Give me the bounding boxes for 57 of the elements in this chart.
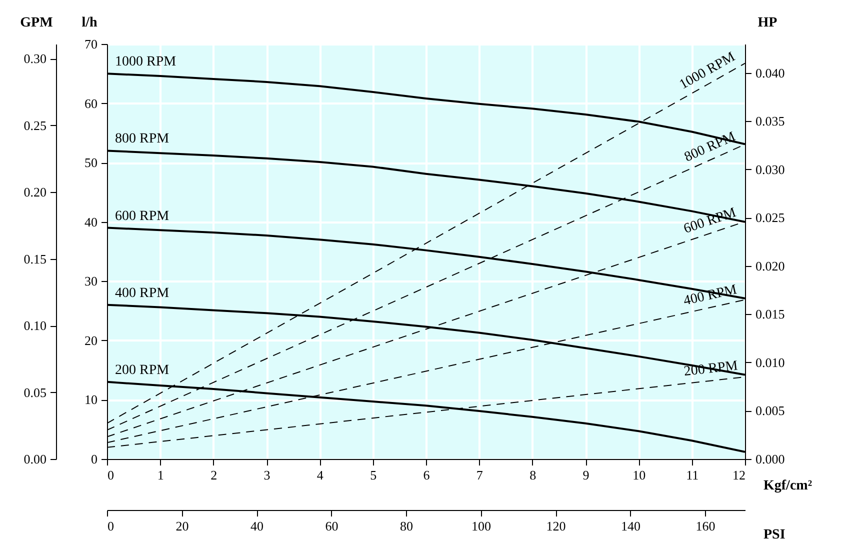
x2-tick-label: 80 xyxy=(400,518,414,534)
x-tick-label: 1 xyxy=(157,468,164,482)
series-label: 200 RPM xyxy=(115,362,170,378)
y-tick-label: 60 xyxy=(84,96,98,111)
x-tick-label: 11 xyxy=(686,468,699,482)
x2-tick-label: 20 xyxy=(176,518,189,534)
series-label: 1000 RPM xyxy=(115,54,177,70)
x-tick-label: 8 xyxy=(530,468,536,482)
y-tick-label: 10 xyxy=(84,392,98,408)
x-tick-label: 3 xyxy=(264,468,270,482)
text: 1000 RPM xyxy=(677,49,738,93)
x2-tick-label: 120 xyxy=(546,518,566,534)
y3-tick-label: 0.05 xyxy=(24,384,46,400)
y-tick-label: 0 xyxy=(91,452,98,466)
y3-tick-label: 0.00 xyxy=(24,452,46,466)
y3-tick-label: 0.20 xyxy=(24,184,46,200)
y-tick-label: 40 xyxy=(84,214,98,230)
series-label: 400 RPM xyxy=(115,286,170,301)
x-tick-label: 7 xyxy=(476,468,484,482)
y-tick-label: 50 xyxy=(84,155,98,170)
x2-tick-label: 160 xyxy=(696,518,716,534)
y3-axis-title: GPM xyxy=(20,16,53,30)
x-tick-label: 2 xyxy=(210,468,218,482)
y2-tick-label: 0.040 xyxy=(756,65,785,80)
x-tick-label: 10 xyxy=(632,468,646,482)
y-tick-label: 70 xyxy=(84,36,98,52)
x-tick-label: 4 xyxy=(316,468,324,482)
y2-axis-title: HP xyxy=(758,16,778,30)
y3-tick-label: 0.30 xyxy=(24,51,46,66)
y-axis-title: l/h xyxy=(82,16,98,30)
x2-tick-label: 140 xyxy=(621,518,641,534)
series-label: 600 RPM xyxy=(115,208,170,224)
x-tick-label: 6 xyxy=(423,468,430,482)
y2-tick-label: 0.020 xyxy=(756,258,785,274)
y2-tick-label: 0.025 xyxy=(756,210,785,226)
y3-tick-label: 0.10 xyxy=(24,318,46,334)
x2-axis-title: PSI xyxy=(764,528,786,541)
x-tick-label: 9 xyxy=(582,468,590,482)
y2-tick-label: 0.030 xyxy=(756,162,785,177)
x-tick-label: 0 xyxy=(108,468,114,482)
x2-tick-label: 0 xyxy=(108,518,114,534)
y2-tick-label: 0.015 xyxy=(756,306,785,322)
x-axis-title: Kgf/cm² xyxy=(764,478,812,494)
y3-tick-label: 0.15 xyxy=(24,251,46,266)
series-label: 800 RPM xyxy=(115,132,170,147)
x2-tick-label: 60 xyxy=(325,518,338,534)
y2-tick-label: 0.000 xyxy=(756,452,785,466)
x2-tick-label: 100 xyxy=(472,518,492,534)
y-tick-label: 30 xyxy=(84,274,98,289)
y2-tick-label: 0.010 xyxy=(756,354,785,370)
y-tick-label: 20 xyxy=(84,332,98,348)
x2-tick-label: 40 xyxy=(250,518,264,534)
y3-tick-label: 0.25 xyxy=(24,118,46,133)
y2-tick-label: 0.005 xyxy=(756,403,785,418)
y2-tick-label: 0.035 xyxy=(756,114,785,129)
x-tick-label: 5 xyxy=(370,468,377,482)
x-tick-label: 12 xyxy=(732,468,746,482)
